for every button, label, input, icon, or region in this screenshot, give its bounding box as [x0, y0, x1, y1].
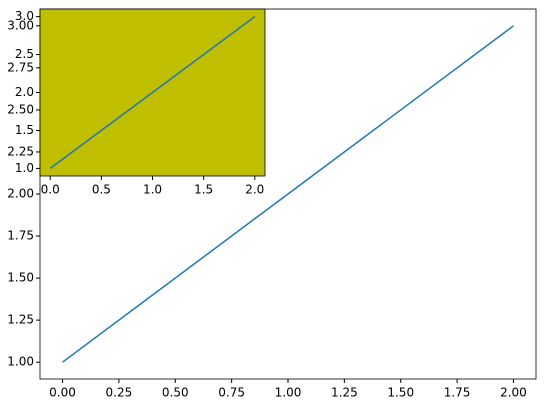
axes-frame: [39, 8, 266, 177]
y-tick-label: 2.25: [7, 144, 34, 158]
x-tick-label: 0.25: [106, 386, 133, 400]
x-tick-label: 0.0: [41, 183, 60, 197]
y-tick-label: 2.5: [15, 47, 34, 61]
y-tick-label: 2.75: [7, 60, 34, 74]
y-tick-label: 1.00: [7, 355, 34, 369]
y-tick-label: 1.0: [15, 161, 34, 175]
line: [49, 15, 256, 170]
axes-frame: [39, 8, 537, 380]
y-tick-label: 1.5: [15, 123, 34, 137]
x-tick-label: 1.50: [387, 386, 414, 400]
x-tick-label: 2.0: [245, 183, 264, 197]
x-tick-label: 1.75: [444, 386, 471, 400]
x-tick-label: 1.00: [275, 386, 302, 400]
y-tick-label: 3.00: [7, 18, 34, 32]
y-tick-label: 3.0: [15, 9, 34, 23]
x-tick-label: 0.75: [218, 386, 245, 400]
y-tick-label: 2.50: [7, 102, 34, 116]
x-tick-label: 1.5: [194, 183, 213, 197]
y-tick-label: 1.50: [7, 271, 34, 285]
y-tick-label: 1.25: [7, 313, 34, 327]
x-tick-label: 0.50: [162, 386, 189, 400]
x-tick-label: 1.0: [143, 183, 162, 197]
y-tick-label: 2.0: [15, 85, 34, 99]
x-tick-label: 0.00: [49, 386, 76, 400]
x-tick-label: 2.00: [500, 386, 527, 400]
x-tick-label: 0.5: [92, 183, 111, 197]
line: [62, 25, 514, 363]
y-tick-label: 2.00: [7, 187, 34, 201]
y-tick-label: 1.75: [7, 229, 34, 243]
x-tick-label: 1.25: [331, 386, 358, 400]
